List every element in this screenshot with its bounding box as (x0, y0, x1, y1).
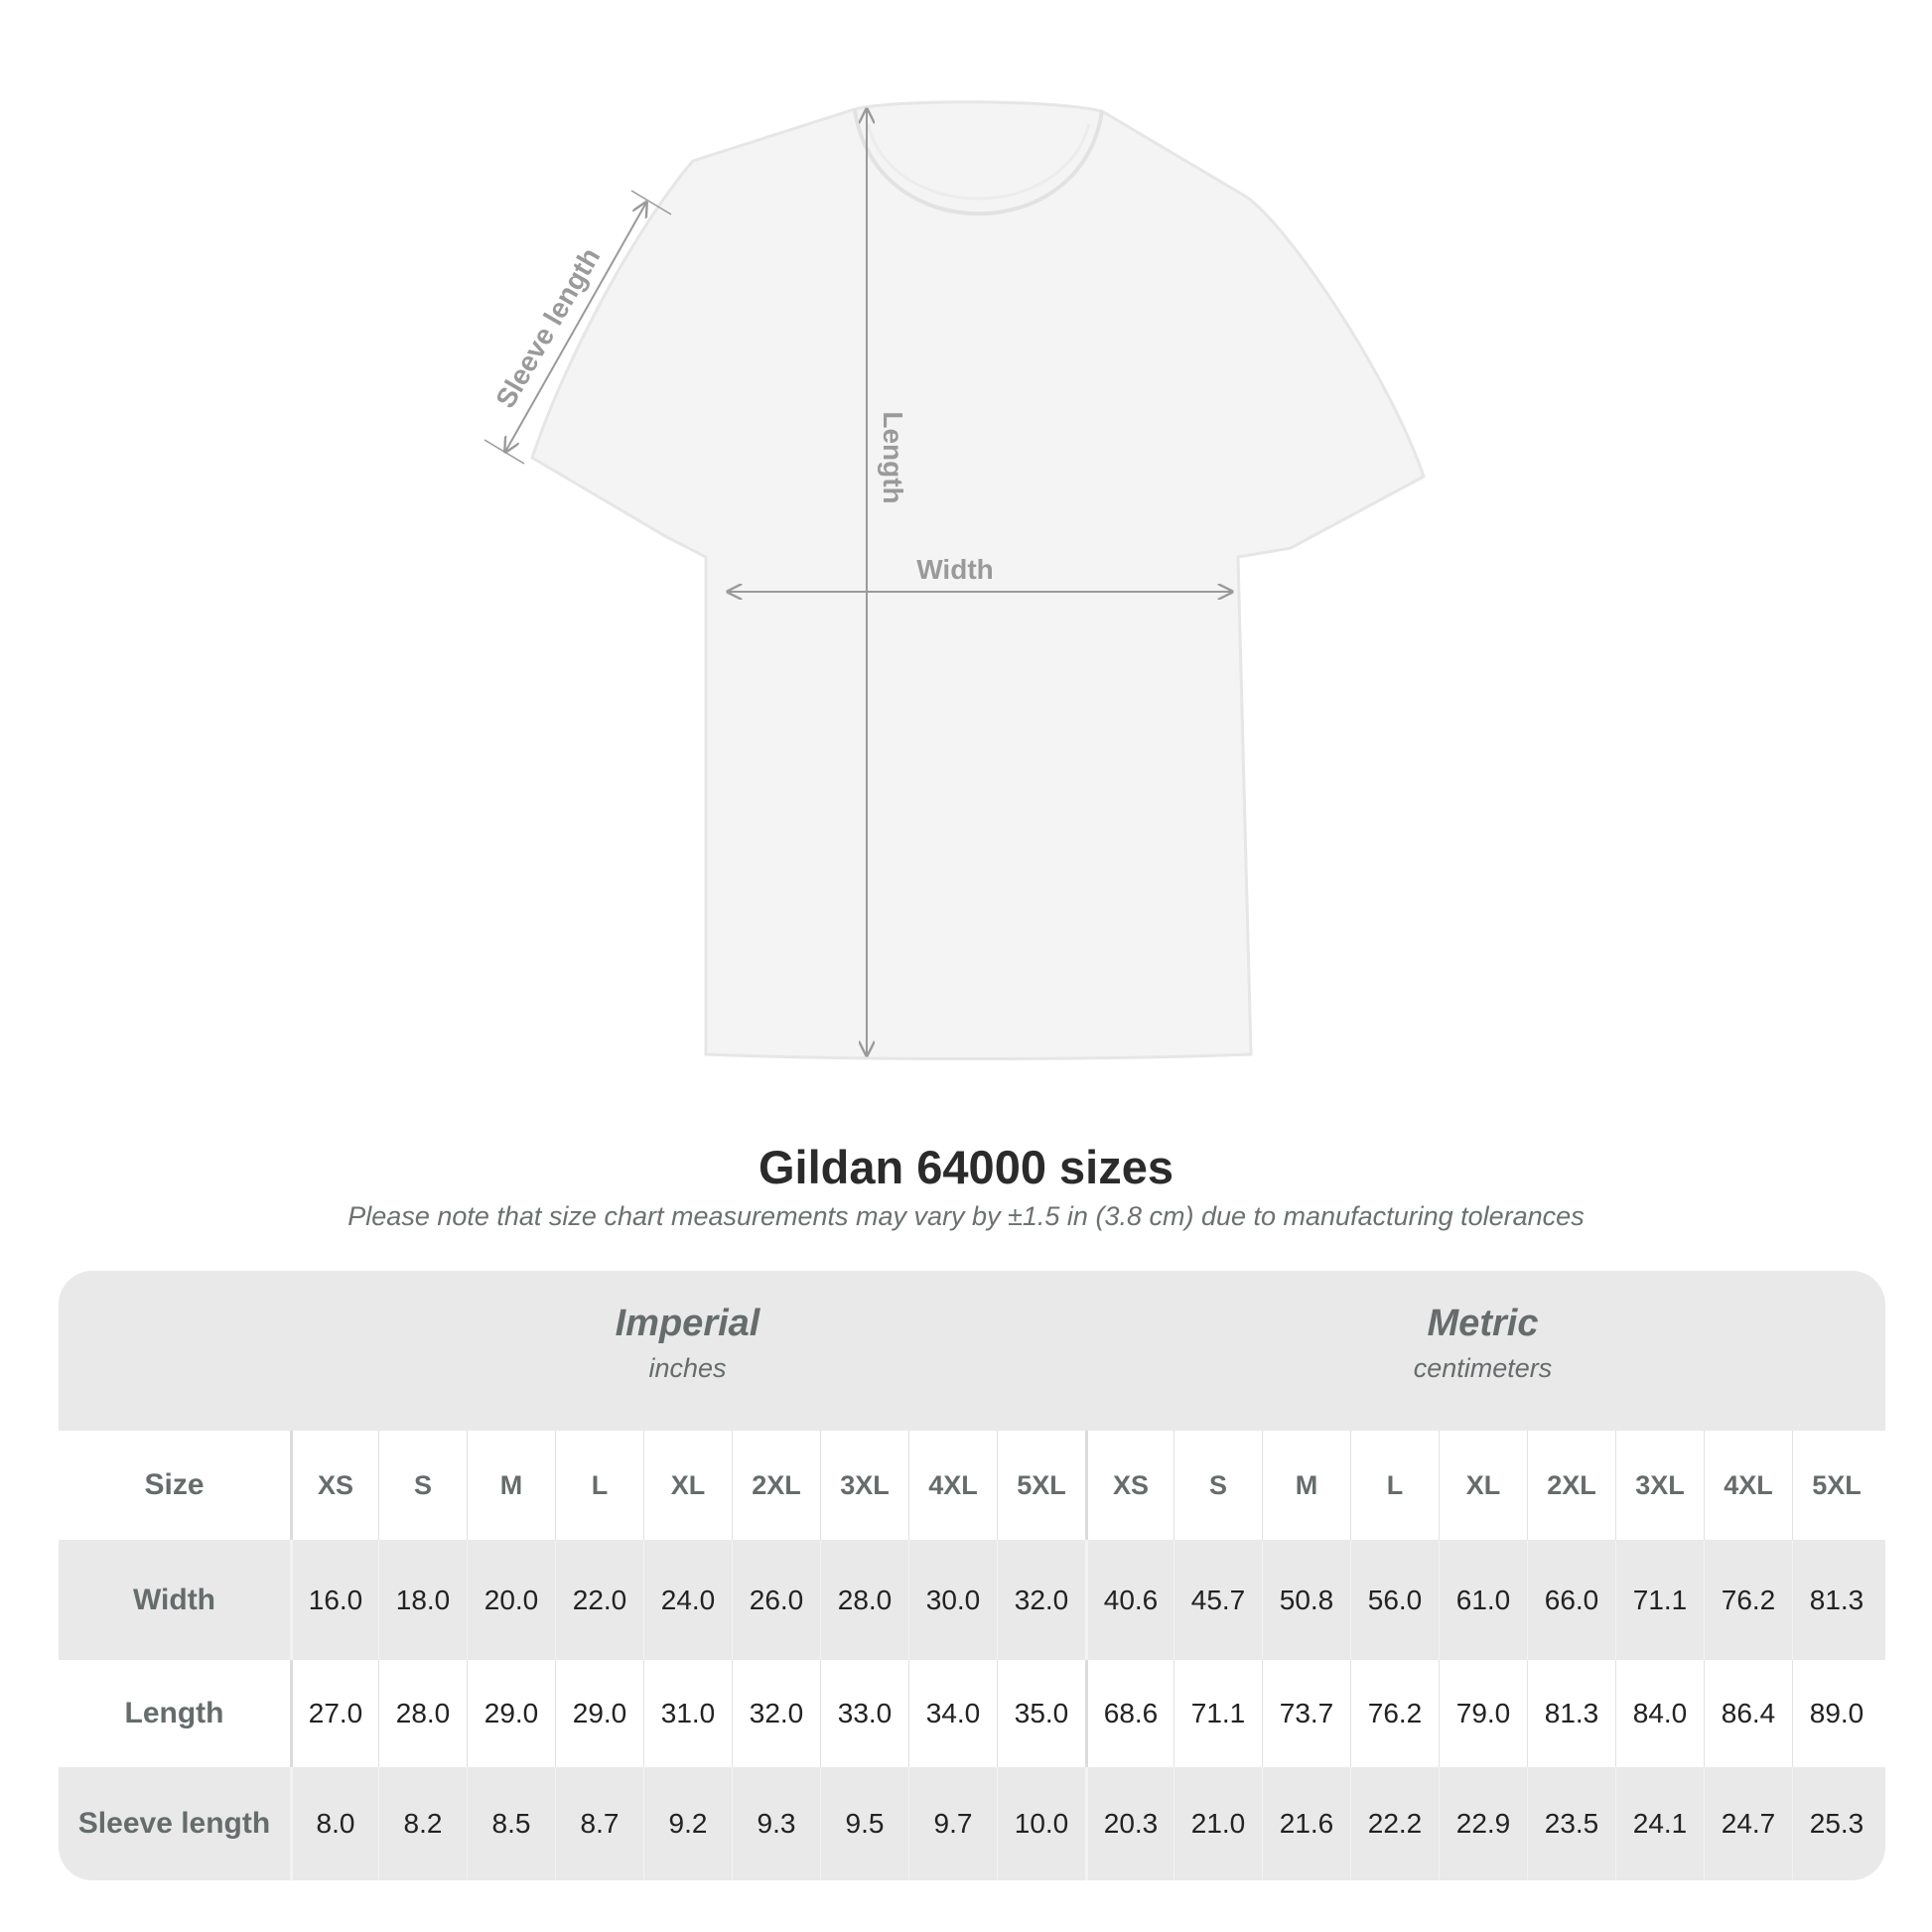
imperial-value-cell: 32.0 (997, 1540, 1085, 1660)
imperial-size-header: XS (290, 1431, 378, 1540)
imperial-value-cell: 9.3 (732, 1767, 820, 1880)
metric-value-cell: 68.6 (1085, 1660, 1173, 1767)
metric-value-cell: 20.3 (1085, 1767, 1173, 1880)
imperial-value-cell: 34.0 (908, 1660, 997, 1767)
metric-value-cell: 50.8 (1262, 1540, 1350, 1660)
metric-size-header: 4XL (1704, 1431, 1792, 1540)
row-label: Size (144, 1468, 205, 1501)
size-table: Imperial inches Metric centimeters Size X… (59, 1271, 1885, 1880)
metric-header: Metric centimeters (1085, 1271, 1880, 1431)
imperial-value-cell: 9.5 (820, 1767, 908, 1880)
metric-value-cell: 25.3 (1792, 1767, 1880, 1880)
imperial-value-cell: 18.0 (378, 1540, 467, 1660)
metric-value-cell: 21.6 (1262, 1767, 1350, 1880)
imperial-size-header: S (378, 1431, 467, 1540)
metric-size-header: 2XL (1527, 1431, 1615, 1540)
imperial-value-cell: 20.0 (467, 1540, 555, 1660)
imperial-value-cell: 9.7 (908, 1767, 997, 1880)
imperial-value-cell: 32.0 (732, 1660, 820, 1767)
imperial-size-header: XL (643, 1431, 732, 1540)
metric-unit: centimeters (1413, 1353, 1553, 1383)
metric-value-cell: 23.5 (1527, 1767, 1615, 1880)
imperial-value-cell: 8.7 (555, 1767, 643, 1880)
imperial-value-cell: 30.0 (908, 1540, 997, 1660)
metric-value-cell: 24.1 (1615, 1767, 1704, 1880)
row-label: Sleeve length (77, 1807, 271, 1840)
table-row: Width 16.0 18.0 20.0 22.0 24.0 26.0 28.0 30.0 32.… (59, 1540, 1885, 1660)
metric-value-cell: 22.9 (1439, 1767, 1527, 1880)
imperial-value-cell: 8.0 (290, 1767, 378, 1880)
metric-value-cell: 24.7 (1704, 1767, 1792, 1880)
metric-value-cell: 84.0 (1615, 1660, 1704, 1767)
metric-size-header: S (1173, 1431, 1262, 1540)
imperial-size-header: L (555, 1431, 643, 1540)
imperial-unit: inches (648, 1353, 727, 1383)
metric-value-cell: 76.2 (1350, 1660, 1439, 1767)
imperial-header: Imperial inches (290, 1271, 1085, 1431)
metric-value-cell: 66.0 (1527, 1540, 1615, 1660)
metric-size-header: 3XL (1615, 1431, 1704, 1540)
metric-value-cell: 81.3 (1527, 1660, 1615, 1767)
metric-value-cell: 76.2 (1704, 1540, 1792, 1660)
imperial-value-cell: 24.0 (643, 1540, 732, 1660)
metric-value-cell: 89.0 (1792, 1660, 1880, 1767)
imperial-title: Imperial (615, 1303, 760, 1344)
metric-value-cell: 81.3 (1792, 1540, 1880, 1660)
imperial-value-cell: 35.0 (997, 1660, 1085, 1767)
metric-value-cell: 71.1 (1615, 1540, 1704, 1660)
length-label: Length (878, 411, 908, 503)
imperial-value-cell: 33.0 (820, 1660, 908, 1767)
metric-value-cell: 73.7 (1262, 1660, 1350, 1767)
tolerance-note: Please note that size chart measurements… (347, 1201, 1585, 1231)
metric-value-cell: 56.0 (1350, 1540, 1439, 1660)
metric-value-cell: 45.7 (1173, 1540, 1262, 1660)
metric-size-header: XL (1439, 1431, 1527, 1540)
imperial-size-header: 5XL (997, 1431, 1085, 1540)
metric-size-header: L (1350, 1431, 1439, 1540)
imperial-value-cell: 28.0 (820, 1540, 908, 1660)
imperial-size-header: 3XL (820, 1431, 908, 1540)
metric-value-cell: 71.1 (1173, 1660, 1262, 1767)
size-header-row: Size XS S M L XL 2XL 3XL 4XL 5XL XS S M L XL 2XL 3XL 4XL 5… (59, 1431, 1885, 1540)
sleeve-arrow (505, 203, 646, 452)
metric-value-cell: 61.0 (1439, 1540, 1527, 1660)
imperial-size-header: M (467, 1431, 555, 1540)
table-row: Sleeve length 8.0 8.2 8.5 8.7 9.2 9.3 9.5 9.7 10.… (59, 1767, 1885, 1880)
imperial-value-cell: 31.0 (643, 1660, 732, 1767)
page-title: Gildan 64000 sizes (758, 1141, 1174, 1193)
metric-value-cell: 86.4 (1704, 1660, 1792, 1767)
imperial-value-cell: 22.0 (555, 1540, 643, 1660)
width-label: Width (916, 554, 994, 585)
metric-value-cell: 40.6 (1085, 1540, 1173, 1660)
metric-size-header: XS (1085, 1431, 1173, 1540)
imperial-value-cell: 8.5 (467, 1767, 555, 1880)
row-label: Width (132, 1583, 216, 1616)
imperial-value-cell: 8.2 (378, 1767, 467, 1880)
metric-size-header: M (1262, 1431, 1350, 1540)
metric-value-cell: 79.0 (1439, 1660, 1527, 1767)
metric-value-cell: 21.0 (1173, 1767, 1262, 1880)
imperial-value-cell: 10.0 (997, 1767, 1085, 1880)
table-row: Length 27.0 28.0 29.0 29.0 31.0 32.0 33.0 34.0 35… (59, 1660, 1885, 1767)
row-label: Length (124, 1697, 224, 1729)
imperial-value-cell: 26.0 (732, 1540, 820, 1660)
imperial-value-cell: 29.0 (467, 1660, 555, 1767)
imperial-value-cell: 27.0 (290, 1660, 378, 1767)
tshirt-measurement-diagram: Length Width Sleeve length (483, 100, 1426, 1060)
metric-size-header: 5XL (1792, 1431, 1880, 1540)
imperial-size-header: 4XL (908, 1431, 997, 1540)
imperial-size-header: 2XL (732, 1431, 820, 1540)
imperial-value-cell: 16.0 (290, 1540, 378, 1660)
metric-title: Metric (1427, 1303, 1539, 1344)
imperial-value-cell: 29.0 (555, 1660, 643, 1767)
imperial-value-cell: 9.2 (643, 1767, 732, 1880)
metric-value-cell: 22.2 (1350, 1767, 1439, 1880)
imperial-value-cell: 28.0 (378, 1660, 467, 1767)
